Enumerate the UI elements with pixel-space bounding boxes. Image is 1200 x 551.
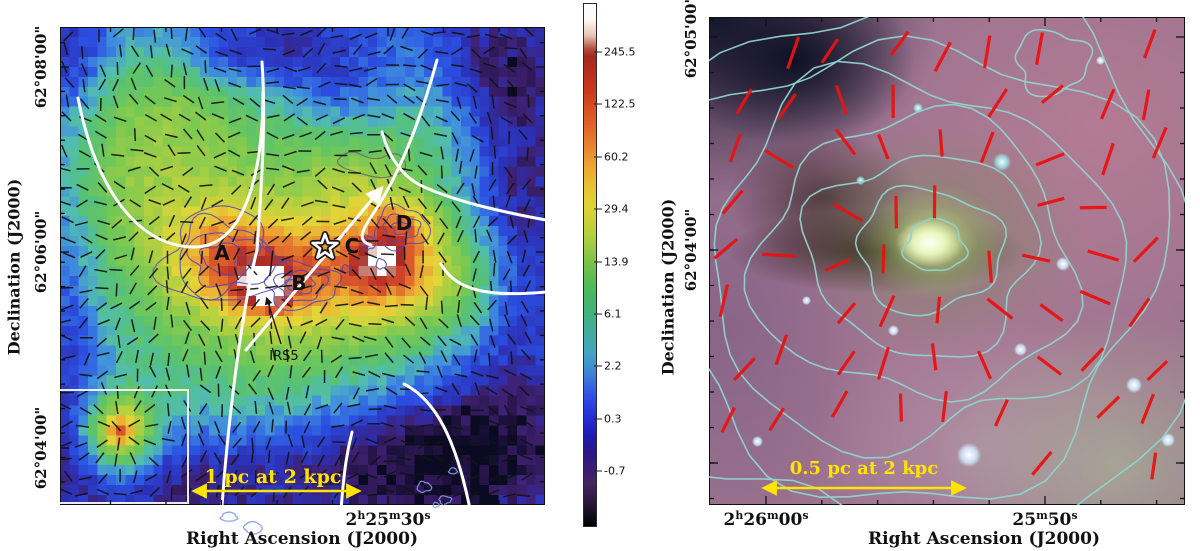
colorbar-tick: -0.7 — [604, 464, 626, 478]
star-point — [913, 103, 923, 113]
left-y-tick-62-06: 62°06'00" — [32, 210, 50, 294]
colorbar-tick: 60.2 — [604, 150, 629, 164]
right-x-tick-ra1: 2h26m00s — [723, 509, 809, 530]
left-intensity-map — [60, 27, 545, 505]
left-y-tick-62-08: 62°08'00" — [32, 25, 50, 109]
star-point — [1161, 433, 1175, 447]
right-y-tick-62-05: 62°05'00" — [682, 0, 700, 79]
star-point — [1096, 56, 1105, 65]
left-y-axis-label: Declination (J2000) — [4, 178, 24, 356]
colorbar-tick: 2.2 — [604, 359, 622, 373]
star-point — [1056, 257, 1070, 271]
star-point — [752, 436, 763, 447]
star-point — [957, 443, 981, 467]
right-y-tick-62-04: 62°04'00" — [682, 208, 700, 292]
colorbar-tick: 29.4 — [604, 202, 629, 216]
left-y-tick-62-04: 62°04'00" — [32, 406, 50, 490]
star-point — [856, 176, 865, 185]
star-point — [1126, 377, 1142, 393]
star-point — [1014, 343, 1027, 356]
right-x-tick-ra2: 25m50s — [1012, 509, 1078, 530]
colorbar-tick: 245.5 — [604, 45, 636, 59]
colorbar-tick: 6.1 — [604, 307, 622, 321]
star-point — [993, 153, 1011, 171]
colorbar-tick: 0.3 — [604, 412, 622, 426]
right-composite-image — [709, 17, 1185, 505]
left-x-axis-label: Right Ascension (J2000) — [186, 529, 418, 549]
star-point — [888, 325, 899, 336]
colorbar-tick: 122.5 — [604, 97, 636, 111]
star-point — [802, 296, 811, 305]
right-x-axis-label: Right Ascension (J2000) — [868, 529, 1100, 549]
right-y-axis-label: Declination (J2000) — [658, 198, 678, 376]
colorbar — [583, 3, 597, 527]
colorbar-tick: 13.9 — [604, 255, 629, 269]
left-x-tick-ra: 2h25m30s — [345, 509, 431, 530]
